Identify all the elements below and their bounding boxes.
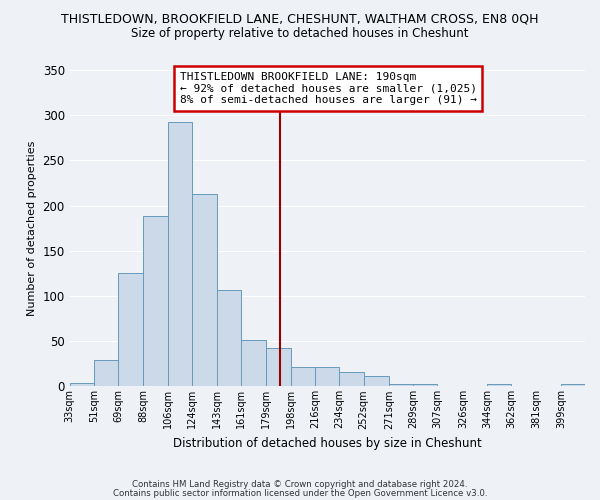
Bar [364,376,389,386]
Y-axis label: Number of detached properties: Number of detached properties [27,140,37,316]
Bar [143,216,167,386]
Text: THISTLEDOWN, BROOKFIELD LANE, CHESHUNT, WALTHAM CROSS, EN8 0QH: THISTLEDOWN, BROOKFIELD LANE, CHESHUNT, … [61,12,539,26]
Bar [217,290,241,386]
Bar [192,194,217,386]
Bar [291,366,315,386]
Bar [241,340,266,386]
Bar [561,384,585,386]
Bar [315,366,340,386]
Bar [340,372,364,386]
Bar [70,383,94,386]
Text: Contains public sector information licensed under the Open Government Licence v3: Contains public sector information licen… [113,488,487,498]
Text: Contains HM Land Registry data © Crown copyright and database right 2024.: Contains HM Land Registry data © Crown c… [132,480,468,489]
Bar [389,384,413,386]
Bar [413,384,437,386]
Bar [487,384,511,386]
Text: Size of property relative to detached houses in Cheshunt: Size of property relative to detached ho… [131,28,469,40]
X-axis label: Distribution of detached houses by size in Cheshunt: Distribution of detached houses by size … [173,437,482,450]
Bar [94,360,118,386]
Bar [167,122,192,386]
Text: THISTLEDOWN BROOKFIELD LANE: 190sqm
← 92% of detached houses are smaller (1,025): THISTLEDOWN BROOKFIELD LANE: 190sqm ← 92… [180,72,477,105]
Bar [266,348,291,387]
Bar [118,274,143,386]
